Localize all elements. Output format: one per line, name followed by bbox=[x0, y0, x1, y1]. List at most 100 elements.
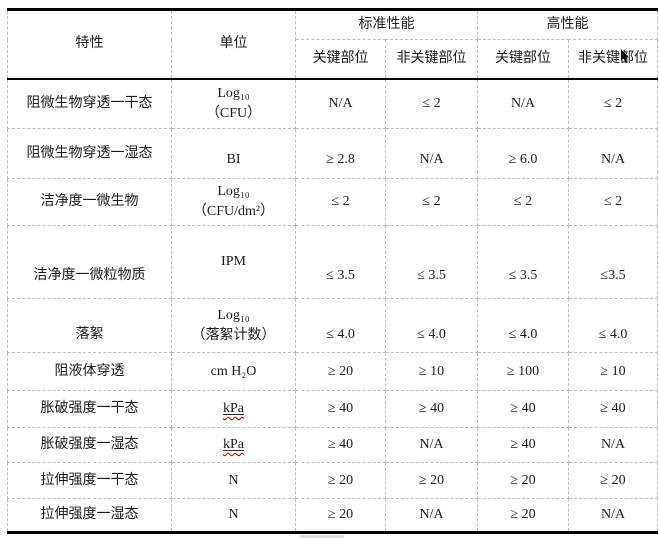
subheader-label: 非关键部位 bbox=[578, 50, 648, 66]
label-cell: 胀破强度一干态 bbox=[7, 390, 172, 428]
cell-value: N/A bbox=[510, 95, 536, 111]
row-label: 胀破强度一干态 bbox=[40, 401, 139, 416]
unit-cell: IPM bbox=[171, 225, 296, 299]
unit-line: IPM bbox=[221, 254, 246, 269]
cell-value: ≥ 20 bbox=[327, 472, 354, 488]
cell-value: ≥ 40 bbox=[418, 401, 445, 416]
cell-value: ≥ 40 bbox=[327, 401, 354, 416]
table-row: 阻微生物穿透一干态 Log₁₀ （CFU） N/A ≤ 2 N/A ≤ 2 bbox=[7, 78, 658, 129]
value-cell: N/A bbox=[477, 78, 569, 129]
unit-line: （CFU/dm²） bbox=[192, 204, 275, 219]
subheader-label: 关键部位 bbox=[312, 50, 369, 66]
cell-value: N/A bbox=[600, 152, 626, 167]
unit-line: Log₁₀ bbox=[217, 184, 250, 199]
cell-value: ≥ 20 bbox=[327, 507, 354, 522]
unit-line: Log₁₀ bbox=[217, 307, 250, 323]
table-body: 阻微生物穿透一干态 Log₁₀ （CFU） N/A ≤ 2 N/A ≤ 2 阻微生… bbox=[7, 78, 658, 533]
value-cell: ≥ 20 bbox=[295, 462, 386, 499]
unit-line-spellchecked: kPa bbox=[223, 437, 244, 452]
value-cell: ≥ 40 bbox=[477, 390, 569, 428]
value-cell: ≤ 2 bbox=[385, 78, 478, 129]
cell-value: ≥ 20 bbox=[327, 363, 354, 379]
value-cell: ≥ 20 bbox=[477, 462, 569, 499]
cell-value: ≤ 2 bbox=[422, 95, 441, 111]
subheader-label: 关键部位 bbox=[495, 50, 551, 66]
unit-line: N bbox=[228, 472, 239, 488]
row-label: 阻微生物穿透一湿态 bbox=[26, 145, 153, 161]
header-row-groups: 特性 单位 标准性能 高性能 bbox=[7, 9, 658, 79]
value-cell: ≥ 10 bbox=[568, 352, 658, 391]
value-cell: ≤ 3.5 bbox=[385, 225, 478, 299]
value-cell: ≥ 10 bbox=[385, 352, 478, 391]
value-cell: N/A bbox=[385, 128, 478, 179]
value-cell: N/A bbox=[385, 427, 478, 463]
value-cell: ≥ 40 bbox=[568, 390, 658, 428]
cell-value: ≥ 40 bbox=[510, 437, 536, 452]
cell-value: ≥ 40 bbox=[600, 401, 626, 416]
header-standard-performance: 标准性能 bbox=[295, 9, 478, 40]
cell-value: ≤ 3.5 bbox=[508, 268, 538, 283]
value-cell: ≤ 2 bbox=[477, 178, 569, 226]
bottom-edge-artifact bbox=[300, 535, 344, 538]
label-cell: 阻微生物穿透一干态 bbox=[7, 78, 172, 129]
table-row: 拉伸强度一湿态 N ≥ 20 N/A ≥ 20 N/A bbox=[7, 498, 658, 533]
header-unit-label: 单位 bbox=[219, 36, 248, 52]
header-characteristic-label: 特性 bbox=[75, 36, 104, 52]
subheader-critical-zone-standard: 关键部位 bbox=[295, 39, 386, 79]
unit-underline: kPa bbox=[223, 437, 244, 452]
cell-value: ≤3.5 bbox=[600, 268, 626, 283]
value-cell: ≤ 2 bbox=[385, 178, 478, 226]
value-cell: ≥ 20 bbox=[477, 498, 569, 533]
unit-underline: kPa bbox=[223, 401, 244, 416]
cell-value: N/A bbox=[419, 507, 444, 522]
header-unit: 单位 bbox=[171, 9, 296, 79]
cell-value: ≤ 3.5 bbox=[326, 268, 355, 283]
cell-value: ≤ 2 bbox=[513, 194, 533, 209]
header-characteristic: 特性 bbox=[7, 9, 172, 79]
table-row: 洁净度一微生物 Log₁₀ （CFU/dm²） ≤ 2 ≤ 2 ≤ 2 ≤ 2 bbox=[7, 178, 658, 226]
value-cell: ≥ 20 bbox=[295, 498, 386, 533]
cell-value: ≤ 3.5 bbox=[417, 268, 446, 283]
header-high-performance-label: 高性能 bbox=[546, 17, 589, 32]
label-cell: 拉伸强度一干态 bbox=[7, 462, 172, 499]
value-cell: ≥ 20 bbox=[568, 462, 658, 499]
label-cell: 阻微生物穿透一湿态 bbox=[7, 128, 172, 179]
row-label: 洁净度一微粒物质 bbox=[33, 268, 146, 283]
value-cell: ≤ 4.0 bbox=[477, 298, 569, 353]
table-row: 胀破强度一湿态 kPa ≥ 40 N/A ≥ 40 N/A bbox=[7, 427, 658, 463]
value-cell: N/A bbox=[295, 78, 386, 129]
cell-value: ≤ 2 bbox=[422, 194, 441, 209]
value-cell: ≥ 2.8 bbox=[295, 128, 386, 179]
header-standard-performance-label: 标准性能 bbox=[358, 17, 415, 32]
unit-line: BI bbox=[226, 152, 241, 167]
value-cell: ≤ 3.5 bbox=[295, 225, 386, 299]
row-label: 洁净度一微生物 bbox=[40, 194, 139, 209]
value-cell: ≤3.5 bbox=[568, 225, 658, 299]
value-cell: ≤ 4.0 bbox=[568, 298, 658, 353]
label-cell: 落絮 bbox=[7, 298, 172, 353]
unit-cell: kPa bbox=[171, 427, 296, 463]
cell-value: ≤ 4.0 bbox=[598, 327, 628, 342]
cell-value: ≥ 20 bbox=[510, 507, 536, 522]
cell-value: ≤ 2 bbox=[331, 194, 350, 209]
subheader-noncritical-zone-high: 非关键部位 bbox=[568, 39, 658, 79]
value-cell: N/A bbox=[568, 128, 658, 179]
unit-cell: kPa bbox=[171, 390, 296, 428]
unit-line: （CFU） bbox=[205, 105, 262, 121]
table-row: 拉伸强度一干态 N ≥ 20 ≥ 20 ≥ 20 ≥ 20 bbox=[7, 462, 658, 499]
header-high-performance: 高性能 bbox=[477, 9, 658, 40]
unit-line: N bbox=[228, 507, 239, 522]
header-row-zones: 关键部位 非关键部位 关键部位 非关键部位 bbox=[8, 39, 658, 79]
row-label: 阻微生物穿透一干态 bbox=[26, 95, 153, 111]
cell-value: N/A bbox=[328, 95, 353, 111]
label-cell: 阻液体穿透 bbox=[7, 352, 172, 391]
cell-value: ≥ 40 bbox=[510, 401, 536, 416]
table-row: 洁净度一微粒物质 IPM ≤ 3.5 ≤ 3.5 ≤ 3.5 ≤3.5 bbox=[7, 225, 658, 299]
cell-value: ≥ 20 bbox=[418, 472, 445, 488]
unit-cell: Log₁₀ （落絮计数） bbox=[171, 298, 296, 353]
cell-value: N/A bbox=[600, 437, 626, 452]
unit-cell: Log₁₀ （CFU） bbox=[171, 78, 296, 129]
row-label: 阻液体穿透 bbox=[54, 363, 125, 379]
cell-value: ≤ 4.0 bbox=[508, 327, 538, 342]
unit-line: cm H₂O bbox=[210, 363, 257, 379]
